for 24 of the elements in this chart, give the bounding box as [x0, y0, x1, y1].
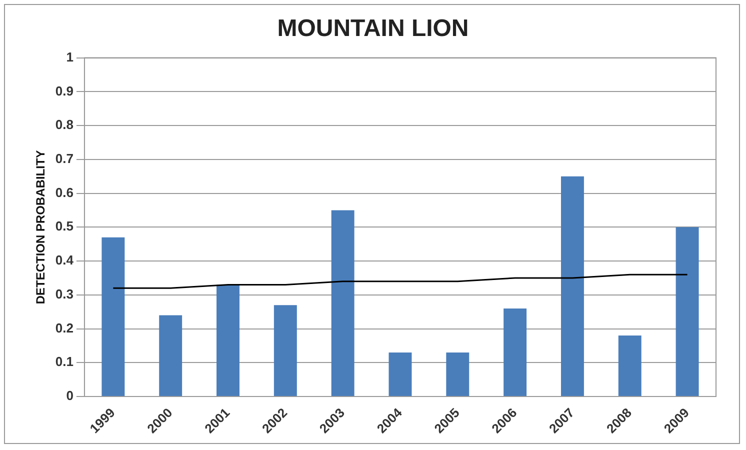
y-tick-label: 0.4 — [55, 252, 74, 268]
y-tick-label: 0 — [66, 388, 74, 404]
y-tick-label: 0.1 — [55, 354, 74, 370]
bar — [274, 305, 297, 396]
bar — [159, 315, 182, 396]
bar — [446, 352, 470, 396]
y-tick-label: 0.9 — [55, 83, 74, 98]
bar — [504, 308, 527, 396]
y-tick-label: 0.7 — [55, 150, 74, 166]
bar — [388, 352, 412, 396]
y-tick-label: 0.8 — [55, 117, 74, 132]
y-tick-label: 0.6 — [55, 184, 74, 200]
y-tick-label: 0.3 — [55, 286, 74, 302]
bar — [676, 227, 699, 396]
bar — [331, 210, 354, 396]
bar — [560, 176, 584, 396]
bar — [102, 237, 125, 396]
bar — [216, 284, 240, 396]
bar — [618, 336, 642, 396]
y-tick-label: 0.2 — [55, 320, 74, 336]
y-axis-title: DETECTION PROBABILITY — [34, 150, 48, 304]
chart-title: MOUNTAIN LION — [277, 15, 469, 42]
y-tick-label: 0.5 — [55, 218, 74, 234]
y-tick-label: 1 — [66, 49, 74, 64]
